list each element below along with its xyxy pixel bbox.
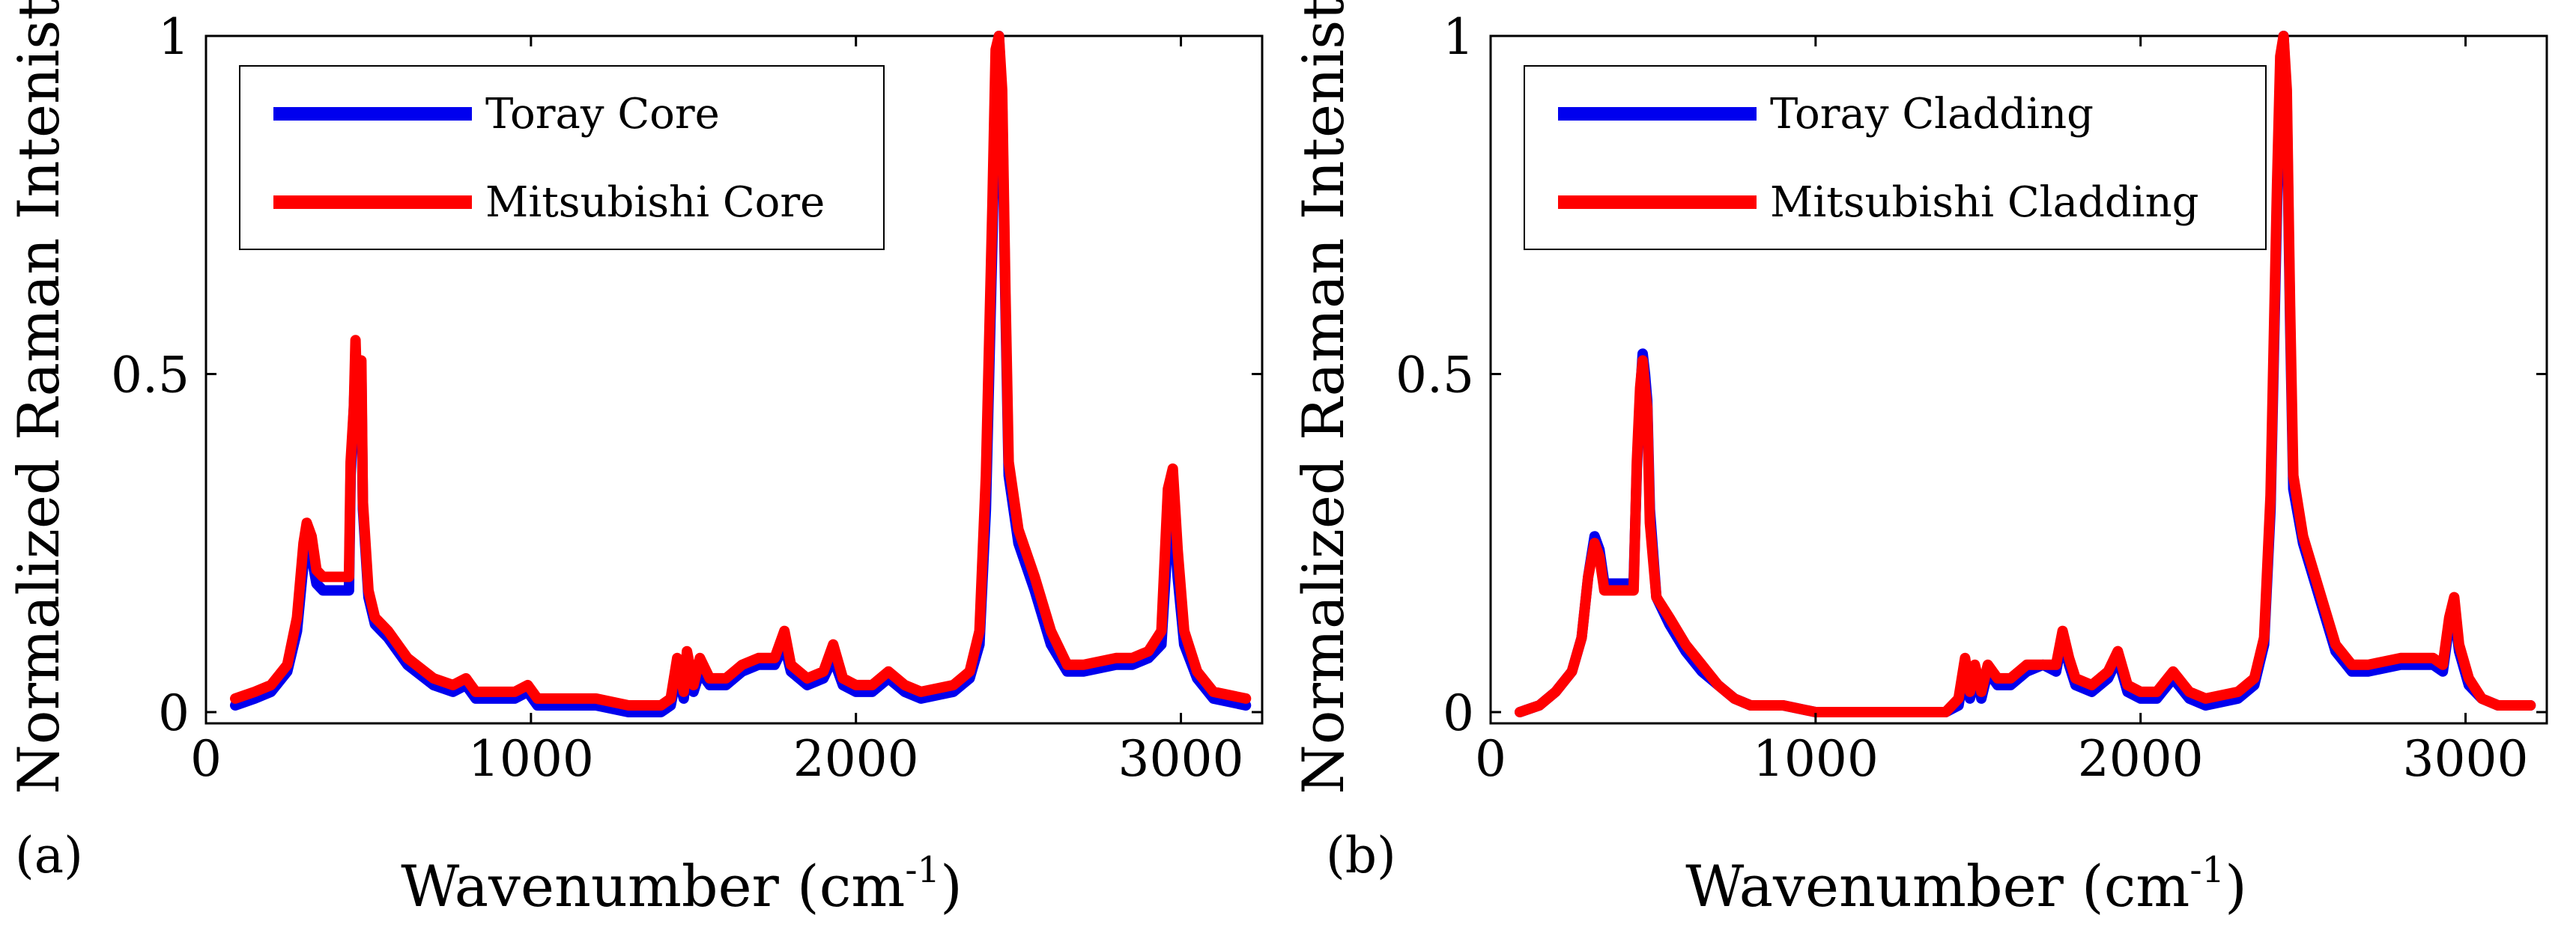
legend-label-toray-core: Toray Core xyxy=(485,90,720,139)
panel-a-xtick-label-3: 3000 xyxy=(1118,730,1244,788)
panel-a-series-mitsubishi-core xyxy=(230,31,1252,711)
panel-a-xtick-label-2: 2000 xyxy=(793,730,919,788)
panel-b-label: (b) xyxy=(1326,827,1396,884)
panel-b-ticks-layer: 0 1000 2000 3000 0 0.5 1 xyxy=(1395,8,2547,788)
panel-a-xtick-label-0: 0 xyxy=(190,730,222,788)
panel-b-xtick-label-2: 2000 xyxy=(2078,730,2204,788)
panel-a-series-layer xyxy=(230,31,1252,717)
panel-b-ytick-label-1: 0.5 xyxy=(1395,347,1474,404)
panel-b-series-layer xyxy=(1515,31,2536,717)
panel-b-legend: Toray Cladding Mitsubishi Cladding xyxy=(1524,65,2267,250)
panel-b-legend-box xyxy=(1524,65,2267,250)
panel-a-plot-frame xyxy=(204,34,1264,725)
panel-a-legend-box xyxy=(239,65,885,250)
panel-b-xtick-label-1: 1000 xyxy=(1753,730,1879,788)
panel-a-xlabel: Wavenumber (cm-1) xyxy=(401,849,963,920)
panel-a-xlabel-superscript: -1 xyxy=(905,849,940,891)
panel-b-xtick-label-0: 0 xyxy=(1475,730,1506,788)
panel-a-xtick-label-1: 1000 xyxy=(468,730,594,788)
panel-b-chart: 0 1000 2000 3000 0 0.5 1 Toray Cladding Mitsub… xyxy=(1290,0,2548,920)
panel-a-label: (a) xyxy=(15,827,83,884)
panel-b-ytick-label-2: 1 xyxy=(1443,8,1474,66)
panel-b-ytick-label-0: 0 xyxy=(1443,684,1474,742)
panel-a-xlabel-main: Wavenumber (cm xyxy=(401,853,905,920)
panel-b-xtick-label-3: 3000 xyxy=(2403,730,2529,788)
panel-a-ylabel: Normalized Raman Intenisty xyxy=(5,0,72,794)
legend-label-toray-cladding: Toray Cladding xyxy=(1770,90,2094,139)
panel-b-xlabel-superscript: -1 xyxy=(2189,849,2225,891)
panel-b-xlabel: Wavenumber (cm-1) xyxy=(1685,849,2247,920)
panel-a-xlabel-close: ) xyxy=(940,853,963,920)
panel-b-plot-frame xyxy=(1489,34,2548,725)
panel-a-ytick-label-2: 1 xyxy=(158,8,190,66)
legend-label-mitsubishi-core: Mitsubishi Core xyxy=(485,178,825,227)
panel-a-ytick-label-1: 0.5 xyxy=(111,347,190,404)
panel-a-ytick-label-0: 0 xyxy=(158,684,190,742)
panel-a-ticks-layer: 0 1000 2000 3000 0 0.5 1 xyxy=(111,8,1262,788)
legend-label-mitsubishi-cladding: Mitsubishi Cladding xyxy=(1770,178,2199,227)
panel-b-xlabel-main: Wavenumber (cm xyxy=(1685,853,2189,920)
panel-b-xlabel-close: ) xyxy=(2225,853,2247,920)
panel-a-chart: 0 1000 2000 3000 0 0.5 1 Toray Core Mitsubishi… xyxy=(5,0,1264,920)
panel-a-legend: Toray Core Mitsubishi Core xyxy=(239,65,885,250)
panel-b-series-mitsubishi-cladding xyxy=(1515,31,2536,717)
panel-b-ylabel: Normalized Raman Intenisty xyxy=(1290,0,1357,794)
